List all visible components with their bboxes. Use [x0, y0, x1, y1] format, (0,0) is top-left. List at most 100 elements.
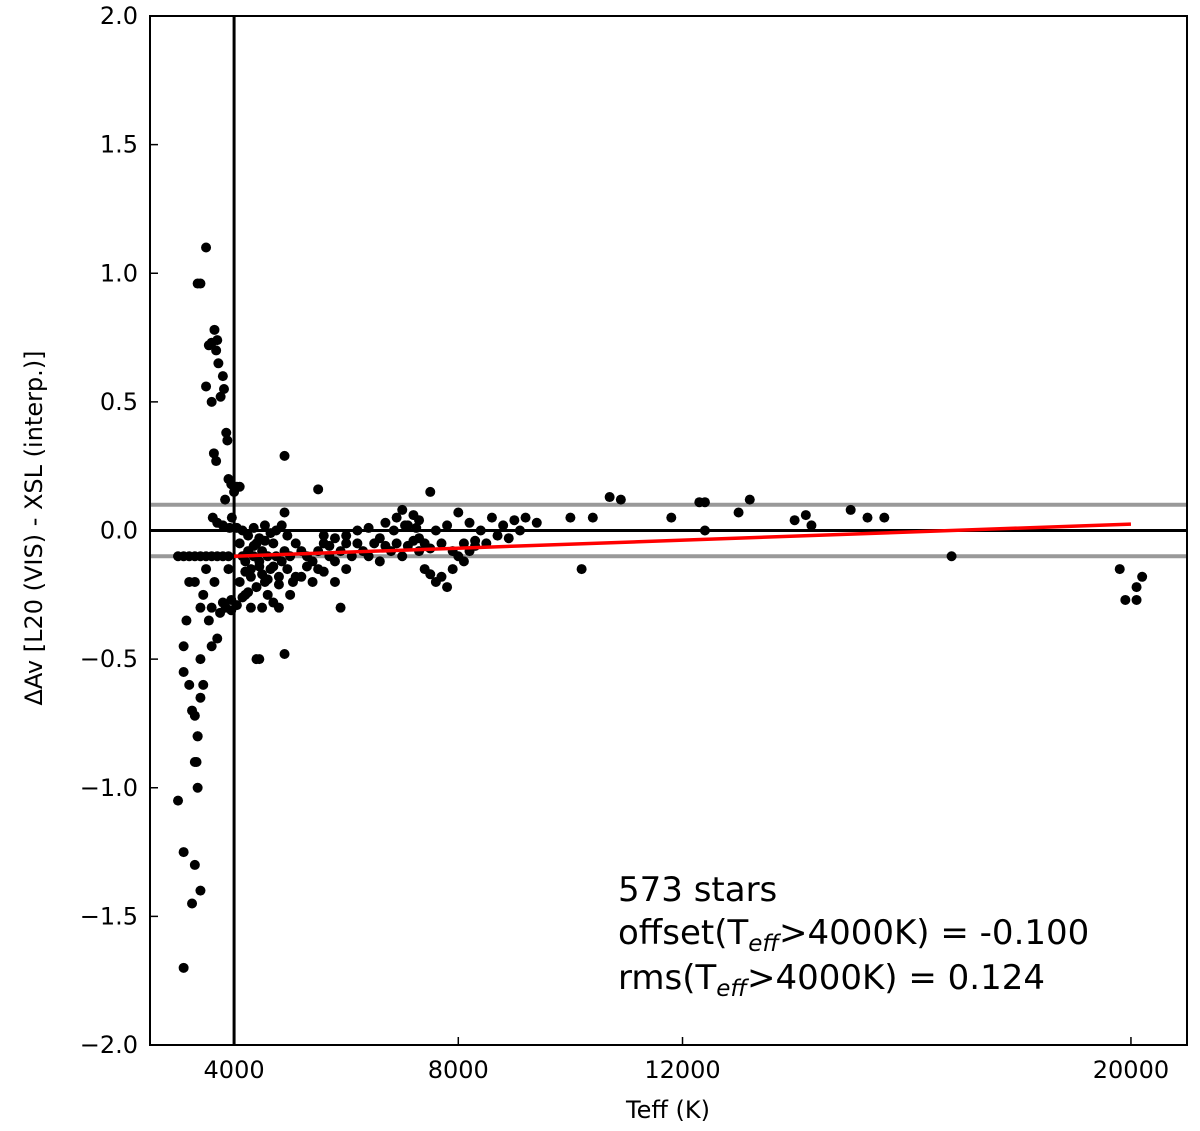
data-point: [400, 520, 411, 531]
data-point: [192, 278, 203, 289]
data-point: [1114, 564, 1125, 575]
annotation-offset: offset(Teff>4000K) = -0.100: [618, 913, 1089, 957]
data-point: [329, 533, 340, 544]
annotation-offset-prefix: offset(T: [618, 913, 748, 953]
data-point: [195, 692, 206, 703]
data-point: [341, 538, 352, 549]
data-point: [352, 525, 363, 536]
data-point: [208, 448, 219, 459]
data-point: [806, 520, 817, 531]
data-point: [268, 561, 279, 572]
data-point: [259, 535, 270, 546]
data-point: [189, 710, 200, 721]
data-point: [234, 576, 245, 587]
x-tick-label: 4000: [204, 1056, 265, 1084]
data-point: [324, 540, 335, 551]
data-point: [414, 533, 425, 544]
data-point: [262, 589, 273, 600]
data-point: [213, 358, 224, 369]
data-point: [234, 481, 245, 492]
data-point: [318, 566, 329, 577]
y-axis-label: ΔAv [L20 (VIS) - XSL (interp.)]: [20, 350, 48, 705]
data-point: [475, 525, 486, 536]
data-point: [397, 504, 408, 515]
data-point: [223, 564, 234, 575]
data-point: [470, 535, 481, 546]
data-point: [800, 510, 811, 521]
data-point: [262, 574, 273, 585]
data-point: [380, 517, 391, 528]
annotation-rms: rms(Teff>4000K) = 0.124: [618, 958, 1045, 1002]
y-tick-label: 1.0: [100, 259, 138, 287]
data-point: [189, 576, 200, 587]
data-point: [245, 602, 256, 613]
data-point: [374, 556, 385, 567]
data-point: [1137, 571, 1148, 582]
data-point: [268, 538, 279, 549]
data-point: [430, 525, 441, 536]
data-point: [520, 512, 531, 523]
data-point: [363, 522, 374, 533]
x-tick-label: 12000: [644, 1056, 720, 1084]
annotation-rms-sub: eff: [716, 976, 749, 1002]
data-point: [296, 571, 307, 582]
y-tick-label: 1.5: [100, 131, 138, 159]
data-point: [178, 962, 189, 973]
data-point: [223, 551, 234, 562]
data-point: [436, 538, 447, 549]
data-point: [318, 530, 329, 541]
data-point: [273, 579, 284, 590]
data-point: [254, 561, 265, 572]
data-point: [425, 486, 436, 497]
data-point: [248, 540, 259, 551]
data-point: [279, 507, 290, 518]
data-point: [514, 525, 525, 536]
data-point: [587, 512, 598, 523]
data-point: [464, 517, 475, 528]
y-tick-label: −1.5: [80, 902, 138, 930]
data-point: [273, 602, 284, 613]
data-point: [282, 530, 293, 541]
data-point: [203, 615, 214, 626]
data-point: [845, 504, 856, 515]
data-point: [178, 641, 189, 652]
y-tick-label: −1.0: [80, 774, 138, 802]
data-point: [744, 494, 755, 505]
data-point: [335, 602, 346, 613]
data-point: [509, 515, 520, 526]
data-point: [178, 666, 189, 677]
data-point: [1131, 582, 1142, 593]
data-point: [352, 538, 363, 549]
data-point: [206, 396, 217, 407]
data-point: [425, 569, 436, 580]
data-point: [453, 507, 464, 518]
data-point: [211, 456, 222, 467]
data-point: [231, 600, 242, 611]
data-point: [222, 435, 233, 446]
data-point: [329, 556, 340, 567]
data-point: [195, 654, 206, 665]
data-point: [184, 679, 195, 690]
data-point: [259, 520, 270, 531]
data-point: [733, 507, 744, 518]
data-point: [178, 847, 189, 858]
data-point: [442, 582, 453, 593]
annotation-rms-prefix: rms(T: [618, 958, 716, 998]
data-point: [699, 497, 710, 508]
data-point: [341, 530, 352, 541]
data-point: [789, 515, 800, 526]
data-point: [576, 564, 587, 575]
data-point: [189, 757, 200, 768]
data-point: [615, 494, 626, 505]
data-point: [1131, 594, 1142, 605]
data-point: [447, 564, 458, 575]
data-point: [282, 564, 293, 575]
x-tick-label: 20000: [1093, 1056, 1169, 1084]
data-point: [173, 795, 184, 806]
data-point: [189, 859, 200, 870]
data-point: [279, 648, 290, 659]
data-point: [862, 512, 873, 523]
data-point: [243, 587, 254, 598]
data-point: [203, 340, 214, 351]
data-point: [211, 345, 222, 356]
